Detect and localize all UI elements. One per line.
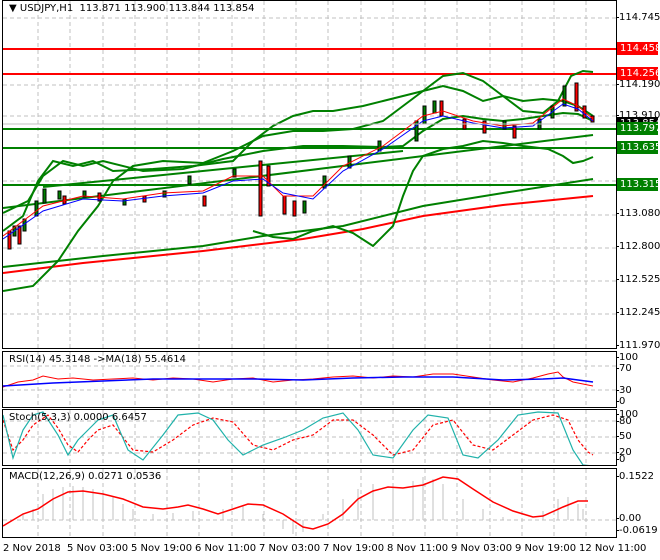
level-tag-support-2: 113.635: [617, 141, 660, 154]
price-tick: 112.245: [615, 307, 660, 318]
stoch-tick: 80: [616, 416, 632, 427]
macd-tick: 0.00: [615, 513, 642, 524]
rsi-tick: 70: [616, 363, 632, 374]
time-label: 7 Nov 03:00: [259, 543, 321, 554]
macd-title: MACD(12,26,9) 0.0271 0.0536: [9, 471, 162, 482]
price-axis[interactable]: 114.745 114.190 113.910 113.080 112.800 …: [615, 0, 660, 351]
time-label: 7 Nov 19:00: [323, 543, 385, 554]
rsi-tick: 0: [615, 396, 626, 407]
stoch-tick: 0: [615, 454, 626, 465]
chart-header: ▼ USDJPY,H1 113.871 113.900 113.844 113.…: [9, 3, 255, 14]
macd-canvas: [3, 469, 616, 537]
time-label: 12 Nov 11:00: [579, 543, 647, 554]
level-tag-support-1: 113.797: [617, 122, 660, 135]
close-value: 113.854: [213, 3, 255, 14]
stoch-tick: 100: [615, 409, 639, 420]
stoch-tick: 20: [616, 447, 632, 458]
rsi-axis: 100 70 30 0: [615, 351, 660, 408]
stochastic-panel[interactable]: Stoch(5,3,3) 0.0000 6.6457: [2, 409, 617, 466]
price-tick: 112.800: [615, 241, 660, 252]
stoch-title: Stoch(5,3,3) 0.0000 6.6457: [9, 412, 147, 423]
macd-tick: -0.0619: [616, 525, 658, 536]
time-label: 8 Nov 11:00: [387, 543, 449, 554]
macd-axis: 0.1522 0.00 -0.0619: [615, 468, 660, 538]
price-tick: 114.745: [615, 12, 660, 23]
rsi-panel[interactable]: RSI(14) 45.3148 ->MA(18) 55.4614: [2, 351, 617, 408]
price-tick: 114.190: [615, 79, 660, 90]
time-label: 6 Nov 11:00: [195, 543, 257, 554]
price-tick: 111.970: [615, 340, 660, 351]
rsi-tick: 100: [615, 352, 639, 363]
macd-tick: 0.1522: [616, 471, 654, 482]
main-price-panel[interactable]: ▼ USDJPY,H1 113.871 113.900 113.844 113.…: [2, 0, 617, 349]
symbol-label: USDJPY,H1: [19, 3, 74, 14]
rsi-title: RSI(14) 45.3148 ->MA(18) 55.4614: [9, 354, 186, 365]
price-chart-canvas: [3, 1, 616, 348]
stoch-axis: 100 80 50 20 0: [615, 409, 660, 466]
level-tag-resistance-1: 114.256: [617, 67, 660, 80]
high-value: 113.900: [124, 3, 166, 14]
time-label: 9 Nov 03:00: [451, 543, 513, 554]
level-tag-resistance-2: 114.458: [617, 42, 660, 55]
rsi-canvas: [3, 352, 616, 407]
price-tick: 112.525: [615, 274, 660, 285]
time-label: 2 Nov 2018: [3, 543, 61, 554]
low-value: 113.844: [168, 3, 210, 14]
macd-panel[interactable]: MACD(12,26,9) 0.0271 0.0536: [2, 468, 617, 538]
stoch-tick: 50: [616, 431, 632, 442]
time-label: 5 Nov 03:00: [67, 543, 129, 554]
rsi-tick: 30: [616, 385, 632, 396]
dropdown-arrow-icon[interactable]: ▼: [9, 3, 17, 14]
level-tag-support-3: 113.315: [617, 178, 660, 191]
price-tick: 113.080: [615, 208, 660, 219]
price-tick: 113.910: [615, 110, 660, 121]
time-label: 5 Nov 19:00: [131, 543, 193, 554]
time-label: 9 Nov 19:00: [515, 543, 577, 554]
stoch-canvas: [3, 410, 616, 465]
open-value: 113.871: [79, 3, 121, 14]
